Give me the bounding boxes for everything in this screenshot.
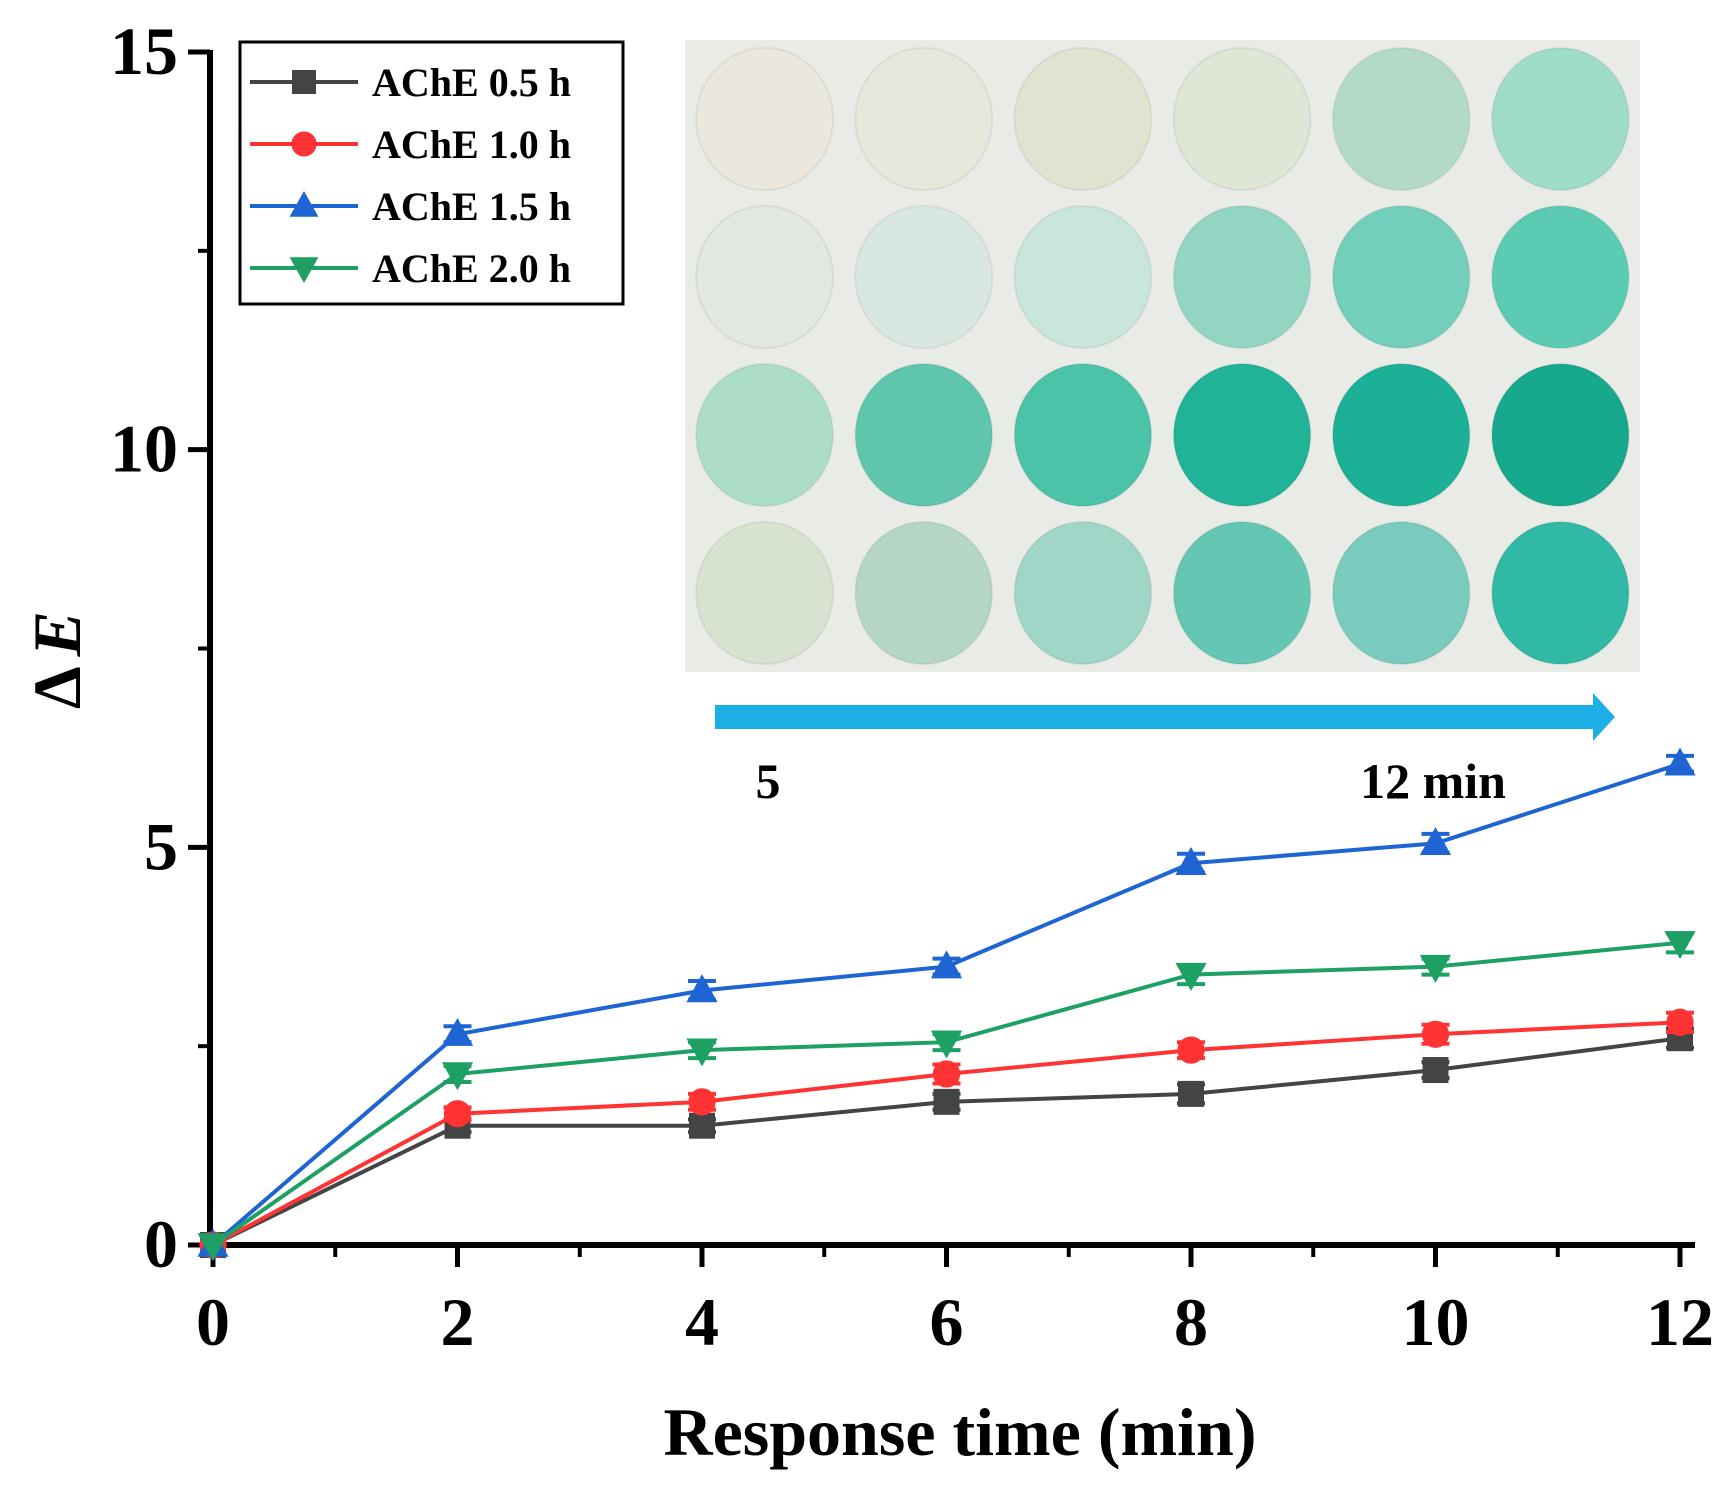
test-disc [1331,46,1471,192]
test-disc [1172,46,1312,192]
data-point [1664,747,1696,776]
legend-label: AChE 1.0 h [372,122,571,167]
y-axis-title: ΔE [19,611,95,709]
data-point [1419,954,1452,983]
data-point [197,1233,229,1262]
data-point [1175,846,1207,875]
data-point [686,1038,718,1067]
legend-marker [291,131,317,157]
test-disc [1331,520,1471,666]
x-axis-title: Response time (min) [663,1394,1256,1470]
time-arrow-head [1593,693,1615,741]
series-ache-1-5-h [197,747,1696,1257]
inset-photo: 5 12 min [685,40,1640,809]
data-point [441,1017,474,1046]
test-disc [854,520,994,666]
x-tick-label: 8 [1174,1284,1208,1360]
data-point [1177,1036,1205,1064]
data-point [930,1030,963,1059]
test-disc [695,204,835,350]
data-point [1175,962,1207,991]
data-point [1421,1020,1450,1048]
data-point [1664,931,1696,960]
legend-marker [289,257,319,283]
data-point [1419,827,1452,856]
y-tick-label: 15 [110,13,178,89]
y-tick-label: 10 [110,411,178,487]
test-disc [1013,46,1153,192]
x-tick-label: 12 [1646,1284,1714,1360]
test-disc [695,46,835,192]
x-tick-label: 6 [930,1284,964,1360]
y-axis-title-variable: E [19,611,95,657]
y-axis-title-symbol: Δ [19,666,95,709]
data-point [689,1112,715,1139]
data-point [443,1100,472,1128]
series-ache-2-0-h [197,931,1696,1262]
y-tick-label: 5 [144,808,178,884]
inset-background [685,40,1640,672]
plot-area [197,747,1696,1262]
x-tick-label: 2 [441,1284,475,1360]
legend: AChE 0.5 h AChE 1.0 h AChE 1.5 h AChE 2.0 h [238,40,625,306]
legend-marker [292,70,316,94]
test-disc [695,362,835,508]
test-disc [1331,204,1471,350]
data-point [686,974,718,1003]
series-ache-0-5-h [200,1025,1694,1258]
test-disc [1490,362,1630,508]
test-disc [1331,362,1471,508]
test-disc [854,204,994,350]
data-point [688,1088,716,1116]
test-disc [1013,204,1153,350]
data-point [930,950,963,979]
test-disc [854,362,994,508]
x-tick-label: 0 [196,1284,230,1360]
data-point [932,1060,961,1088]
test-disc [854,46,994,192]
legend-marker [289,191,319,217]
data-point [1666,1008,1694,1036]
test-disc [1013,520,1153,666]
time-arrow-shaft [715,705,1595,729]
test-disc [1172,520,1312,666]
data-point [1178,1080,1204,1107]
series-line [211,761,1681,1247]
test-disc [1490,520,1630,666]
axes: 0 2 4 6 8 10 12 0 5 10 15 [110,13,1714,1360]
test-disc [695,520,835,666]
data-point [441,1062,474,1091]
y-tick-label: 0 [144,1206,178,1282]
legend-label: AChE 0.5 h [372,60,571,105]
test-disc [1013,362,1153,508]
test-disc [1490,204,1630,350]
inset-label-start: 5 [756,753,781,809]
test-disc [1490,46,1630,192]
x-tick-label: 4 [685,1284,719,1360]
inset-label-end: 12 min [1360,753,1506,809]
data-point [933,1088,960,1115]
x-tick-label: 10 [1402,1284,1470,1360]
legend-label: AChE 1.5 h [372,184,571,229]
legend-label: AChE 2.0 h [372,246,571,291]
data-point [1422,1057,1449,1084]
test-disc [1172,362,1312,508]
test-disc [1172,204,1312,350]
